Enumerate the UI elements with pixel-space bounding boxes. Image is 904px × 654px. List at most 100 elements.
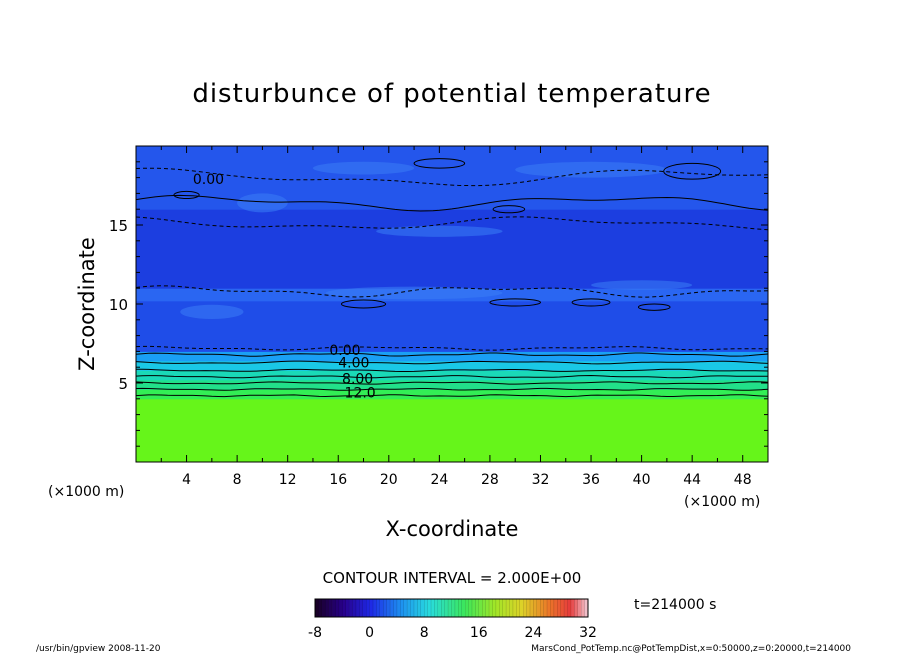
contour-line-11 — [136, 167, 768, 187]
colorbar-segment — [454, 599, 459, 617]
colorbar-segment — [495, 599, 500, 617]
colorbar-segment — [325, 599, 329, 617]
x-tick-label-3: 16 — [329, 472, 347, 488]
x-tick-label-7: 32 — [532, 472, 550, 488]
colorbar-segment — [420, 599, 425, 617]
colorbar-segment — [352, 599, 357, 617]
colorbar-segment — [332, 599, 336, 617]
colorbar-tick-label-5: 32 — [579, 625, 597, 641]
light-patch-0 — [237, 193, 288, 213]
contour-line-0 — [136, 394, 768, 398]
colorbar-segment — [564, 599, 568, 617]
colorbar-segment — [315, 599, 319, 617]
x-tick-label-2: 12 — [279, 472, 297, 488]
colorbar-segment — [475, 599, 480, 617]
colorbar-segment — [451, 599, 456, 617]
colorbar-segment — [386, 599, 391, 617]
contour-loop-0 — [340, 299, 387, 309]
colorbar-segment — [349, 599, 353, 617]
color-layer-4 — [136, 360, 768, 371]
x-tick-label-9: 40 — [633, 472, 651, 488]
chart-title: disturbunce of potential temperature — [192, 79, 711, 109]
colorbar-segment — [321, 599, 326, 617]
colorbar-segment — [478, 599, 483, 617]
color-layer-0 — [136, 398, 768, 462]
colorbar-segment — [362, 599, 367, 617]
colorbar-segment — [335, 599, 340, 617]
colorbar-segment — [468, 599, 473, 617]
y-tick-label-1: 10 — [109, 296, 128, 314]
colorbar-tick-label-0: -8 — [308, 625, 322, 641]
x-unit-left: (×1000 m) — [48, 484, 124, 500]
colorbar-segment — [557, 599, 561, 617]
color-layer-2 — [136, 379, 768, 390]
colorbar-segment — [526, 599, 531, 617]
colorbar-segment — [584, 599, 589, 617]
x-axis-ticks: 4 8 12 16 20 24 28 32 36 40 44 48 — [160, 146, 752, 488]
colorbar-segment — [536, 599, 541, 617]
x-tick-label-8: 36 — [582, 472, 600, 488]
colorbar-segment — [366, 599, 370, 617]
colorbar-ticks: -8 0 8 16 24 32 — [308, 625, 597, 641]
colorbar-segment — [581, 599, 585, 617]
contour-loop-2 — [571, 298, 611, 307]
colorbar-segment — [471, 599, 476, 617]
colorbar-segment — [345, 599, 350, 617]
colorbar-segment — [342, 599, 347, 617]
colorbar-segment — [441, 599, 445, 617]
contour-line-4 — [136, 368, 768, 372]
colorbar-segment — [465, 599, 469, 617]
color-layer-1 — [136, 389, 768, 400]
heatmap-area — [136, 146, 768, 462]
colorbar-segment — [553, 599, 558, 617]
x-tick-label-5: 24 — [430, 472, 448, 488]
contour-loop-4 — [492, 205, 526, 214]
colorbar-segment — [567, 599, 572, 617]
contour-line-10 — [136, 194, 768, 212]
x-tick-label-1: 8 — [233, 472, 242, 488]
x-tick-label-6: 28 — [481, 472, 499, 488]
colorbar-segment — [431, 599, 435, 617]
color-layer-8 — [136, 209, 768, 289]
colorbar-segment — [403, 599, 408, 617]
x-tick-label-10: 44 — [683, 472, 701, 488]
footer-right: MarsCond_PotTemp.nc@PotTempDist,x=0:5000… — [531, 644, 851, 654]
contour-loop-3 — [637, 303, 671, 311]
contour-line-5 — [136, 360, 768, 365]
x-tick-label-4: 20 — [380, 472, 398, 488]
colorbar-segment — [448, 599, 452, 617]
colorbar-segment — [396, 599, 401, 617]
colorbar-tick-label-1: 0 — [365, 625, 374, 641]
colorbar-segment — [413, 599, 418, 617]
contour-loop-6 — [663, 162, 722, 180]
colorbar-segment — [400, 599, 405, 617]
contour-line-8 — [136, 285, 768, 298]
colorbar-segment — [502, 599, 507, 617]
colorbar-segment — [482, 599, 486, 617]
colorbar-tick-label-4: 24 — [524, 625, 542, 641]
light-patch-3 — [515, 161, 667, 178]
colorbar-frame — [314, 598, 589, 618]
y-tick-label-0: 5 — [118, 375, 128, 393]
color-layer-5 — [136, 351, 768, 362]
light-patch-6 — [312, 161, 415, 175]
light-patch-1 — [376, 225, 503, 237]
colorbar-segment — [489, 599, 493, 617]
contour-lines — [136, 167, 768, 398]
contour-label-1: 0.00 — [329, 343, 360, 359]
colorbar-tick-label-2: 8 — [420, 625, 429, 641]
x-tick-label-0: 4 — [182, 472, 191, 488]
colorbar-segment — [519, 599, 524, 617]
colorbar-segment — [376, 599, 381, 617]
colorbar-segment — [543, 599, 548, 617]
colorbar-tick-label-3: 16 — [470, 625, 488, 641]
contour-line-9 — [136, 216, 768, 231]
color-layers — [136, 146, 768, 462]
colorbar-segment — [509, 599, 514, 617]
colorbar-segment — [458, 599, 463, 617]
contour-label-4: 12.0 — [345, 385, 376, 401]
colorbar-segment — [547, 599, 551, 617]
contour-interval-label: CONTOUR INTERVAL = 2.000E+00 — [323, 569, 582, 587]
